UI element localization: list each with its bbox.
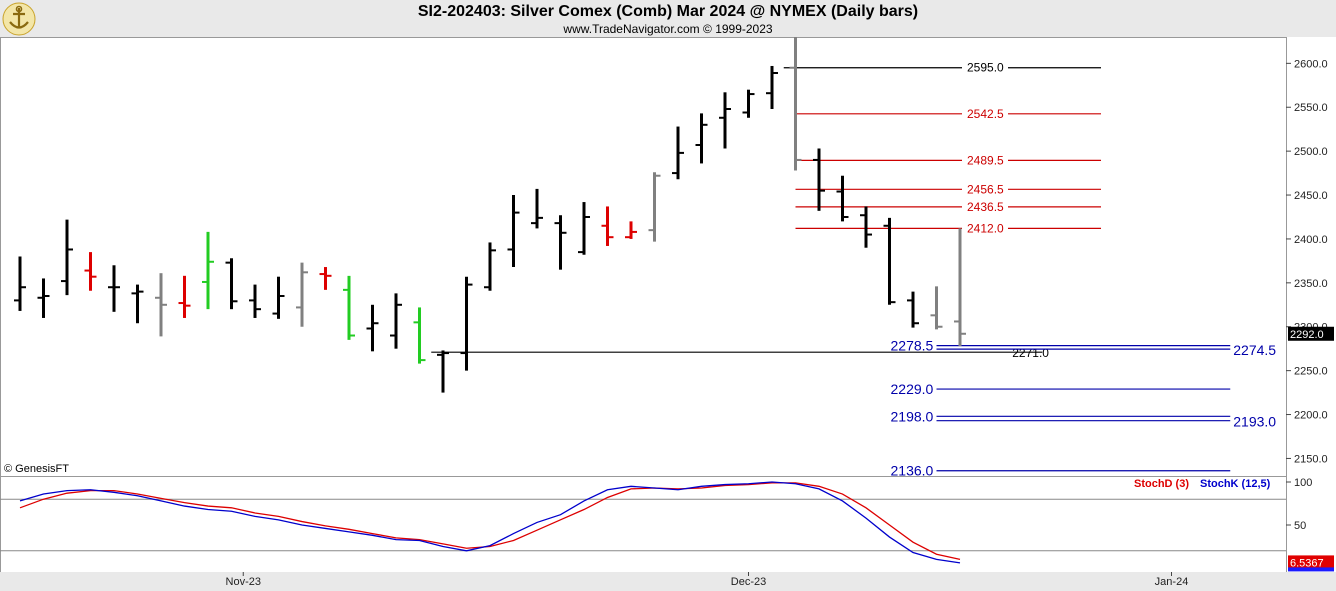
price-bar bbox=[507, 195, 520, 268]
price-bar bbox=[202, 231, 214, 310]
price-bar bbox=[883, 217, 896, 305]
price-bar bbox=[296, 262, 308, 327]
last-price-badge bbox=[1288, 326, 1334, 341]
price-bar bbox=[578, 202, 590, 255]
price-bar bbox=[672, 126, 684, 180]
level-label: 2274.5 bbox=[1233, 342, 1276, 358]
price-bar bbox=[319, 267, 332, 290]
stoch-last-value: 6.5367 bbox=[1290, 557, 1324, 569]
price-tick-label: 2150.0 bbox=[1294, 453, 1328, 465]
x-axis-bg bbox=[0, 572, 1336, 591]
stoch-last-badge-k bbox=[1288, 567, 1334, 572]
chart-header: SI2-202403: Silver Comex (Comb) Mar 2024… bbox=[0, 0, 1336, 38]
price-bar bbox=[813, 148, 825, 211]
x-tick-label: Jan-24 bbox=[1155, 576, 1189, 588]
price-bar bbox=[531, 188, 543, 229]
price-tick-label: 2200.0 bbox=[1294, 410, 1328, 422]
price-bar bbox=[836, 175, 849, 222]
price-axis-bg bbox=[1287, 37, 1336, 572]
level-label-bg bbox=[962, 152, 1008, 168]
price-tick-label: 2500.0 bbox=[1294, 146, 1328, 158]
last-price-label: 2292.0 bbox=[1290, 329, 1324, 341]
price-tick-label: 2450.0 bbox=[1294, 190, 1328, 202]
price-tick-label: 2350.0 bbox=[1294, 278, 1328, 290]
price-bar bbox=[343, 275, 355, 340]
price-bar bbox=[131, 284, 144, 324]
level-label: 2229.0 bbox=[891, 381, 934, 397]
price-bar bbox=[907, 291, 919, 328]
price-panel bbox=[0, 37, 1287, 477]
level-label: 2198.0 bbox=[891, 408, 934, 424]
level-label: 2436.5 bbox=[967, 200, 1004, 214]
level-label: 2278.5 bbox=[891, 338, 934, 354]
price-bar bbox=[249, 284, 261, 318]
price-bar bbox=[37, 278, 50, 318]
price-bar bbox=[366, 304, 379, 352]
price-bar bbox=[178, 275, 191, 318]
price-bar bbox=[272, 276, 285, 319]
price-bar bbox=[484, 242, 496, 291]
stochk-legend: StochK (12,5) bbox=[1200, 478, 1271, 490]
price-bar bbox=[84, 252, 97, 291]
price-tick-label: 2250.0 bbox=[1294, 366, 1328, 378]
price-bar bbox=[766, 65, 778, 109]
level-label: 2193.0 bbox=[1233, 414, 1276, 430]
level-label: 2542.5 bbox=[967, 107, 1004, 121]
level-label: 2271.0 bbox=[1012, 346, 1049, 360]
level-label: 2412.0 bbox=[967, 221, 1004, 235]
x-tick-label: Nov-23 bbox=[226, 576, 261, 588]
price-tick-label: 2400.0 bbox=[1294, 234, 1328, 246]
chart-title: SI2-202403: Silver Comex (Comb) Mar 2024… bbox=[417, 3, 919, 20]
level-label: 2456.5 bbox=[967, 182, 1004, 196]
price-bar bbox=[742, 89, 755, 118]
level-label-bg bbox=[962, 198, 1008, 214]
level-label-bg bbox=[962, 181, 1008, 197]
price-bar bbox=[14, 256, 26, 311]
level-label: 2136.0 bbox=[891, 463, 934, 479]
price-bar bbox=[789, 37, 802, 171]
level-label-bg bbox=[962, 59, 1008, 75]
level-label-bg bbox=[962, 105, 1008, 121]
price-bar bbox=[930, 286, 943, 330]
price-bar bbox=[860, 206, 872, 248]
price-bar bbox=[460, 276, 473, 371]
stoch-last-badge bbox=[1288, 555, 1334, 570]
price-bar bbox=[625, 221, 637, 239]
level-label: 2489.5 bbox=[967, 153, 1004, 167]
price-bar bbox=[108, 265, 120, 312]
x-tick-label: Dec-23 bbox=[731, 576, 766, 588]
price-bar bbox=[225, 258, 238, 310]
stochd-series-line bbox=[19, 482, 961, 561]
price-bar bbox=[648, 172, 661, 242]
level-label-bg bbox=[962, 220, 1008, 236]
price-bar bbox=[954, 228, 966, 347]
price-tick-label: 2550.0 bbox=[1294, 102, 1328, 114]
price-bar bbox=[155, 273, 167, 337]
stoch-tick-label: 50 bbox=[1294, 520, 1306, 532]
anchor-logo-icon bbox=[2, 2, 36, 36]
stoch-tick-label: 100 bbox=[1294, 477, 1312, 489]
stochk-series-line bbox=[19, 481, 961, 564]
price-bar bbox=[390, 293, 402, 349]
price-bar bbox=[437, 350, 449, 393]
price-bar bbox=[413, 307, 426, 364]
price-bar bbox=[554, 215, 567, 270]
level-label: 2595.0 bbox=[967, 61, 1004, 75]
price-bar bbox=[695, 113, 708, 164]
stochastic-panel bbox=[0, 476, 1287, 573]
price-bar bbox=[601, 206, 614, 246]
genesis-watermark: © GenesisFT bbox=[4, 463, 69, 475]
price-tick-label: 2600.0 bbox=[1294, 58, 1328, 70]
price-bar bbox=[719, 92, 731, 149]
price-bar bbox=[61, 219, 73, 296]
chart-subtitle: www.TradeNavigator.com © 1999-2023 bbox=[563, 22, 773, 36]
stochd-legend: StochD (3) bbox=[1134, 478, 1189, 490]
